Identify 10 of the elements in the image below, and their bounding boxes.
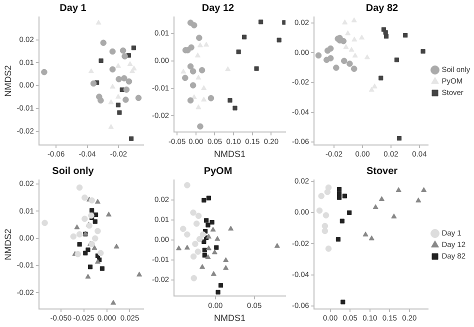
chart-title: PyOM bbox=[204, 166, 232, 177]
x-axis-title: NMDS1 bbox=[214, 313, 246, 324]
chart-title: Stover bbox=[366, 166, 398, 177]
chart-title: Day 82 bbox=[366, 2, 399, 14]
chart-title: Day 12 bbox=[202, 2, 235, 14]
y-axis-title: NMDS2 bbox=[2, 228, 13, 260]
x-axis-title: NMDS1 bbox=[214, 149, 246, 160]
y-axis-title: NMDS2 bbox=[2, 65, 13, 97]
chart-title: Soil only bbox=[52, 166, 94, 177]
chart-title: Day 1 bbox=[60, 2, 87, 14]
